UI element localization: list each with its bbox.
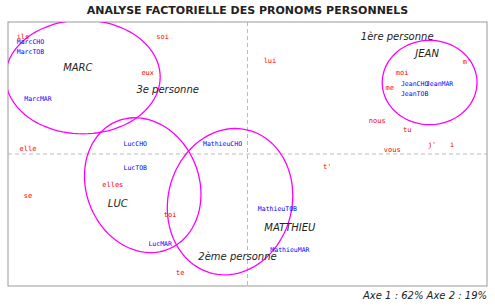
point-label: nous	[369, 117, 386, 125]
point-label: lui	[264, 57, 277, 65]
point-label: elles	[102, 181, 123, 189]
axis-label: Axe 1 : 62% Axe 2 : 19%	[362, 290, 487, 301]
point-label: me	[385, 84, 393, 92]
point-label: te	[176, 269, 184, 277]
point-label: MathieuCHO	[203, 140, 242, 148]
point-label: LucTOB	[123, 164, 147, 172]
point-label: MarcTOB	[17, 48, 44, 56]
point-label: toi	[164, 211, 177, 219]
point-label: j'	[428, 141, 436, 149]
point-label: i	[450, 141, 454, 149]
annotation: 3e personne	[136, 84, 198, 95]
chart: ilssoieuxluielleseellestoitemoim'metunou…	[0, 0, 495, 306]
point-label: eux	[141, 69, 154, 77]
point-label: t'	[323, 163, 331, 171]
point-label: JeanMAR	[426, 80, 453, 88]
group-ellipse	[8, 22, 160, 134]
point-label: JeanTOB	[401, 90, 428, 98]
plot-area: ilssoieuxluielleseellestoitemoim'metunou…	[8, 22, 487, 286]
point-label: soi	[156, 33, 169, 41]
point-label: MathieuTOB	[258, 205, 297, 213]
series-1: MarcCHO MarcTOB MarcMAR LucCHO LucTOB LucMAR M…	[17, 38, 454, 254]
point-label: LucMAR	[148, 240, 172, 248]
annotation: MARC	[63, 62, 92, 73]
group-ellipse	[382, 40, 477, 124]
group-ellipse	[84, 118, 200, 253]
point-label: LucCHO	[123, 140, 147, 148]
group-ellipse	[167, 129, 292, 275]
point-label: MarcCHO	[17, 38, 44, 46]
point-label: elle	[20, 145, 37, 153]
annotation: 2ème personne	[198, 251, 276, 262]
point-label: MarcMAR	[24, 95, 51, 103]
point-label: moi	[396, 69, 409, 77]
title: ANALYSE FACTORIELLE DES PRONOMS PERSONNE…	[87, 4, 409, 17]
point-label: JeanCHO	[401, 80, 428, 88]
point-label: tu	[403, 126, 411, 134]
point-label: se	[24, 192, 32, 200]
annotation: JEAN	[413, 48, 439, 59]
point-label: vous	[384, 146, 401, 154]
annotation: 1ère personne	[361, 31, 434, 42]
annotation: MATTHIEU	[264, 222, 316, 233]
series-0: ilssoieuxluielleseellestoitemoim'metunou…	[17, 33, 472, 277]
grid-line-y	[8, 154, 487, 155]
plot-frame	[8, 22, 487, 286]
annotation: LUC	[108, 198, 128, 209]
point-label: m'	[463, 58, 471, 66]
